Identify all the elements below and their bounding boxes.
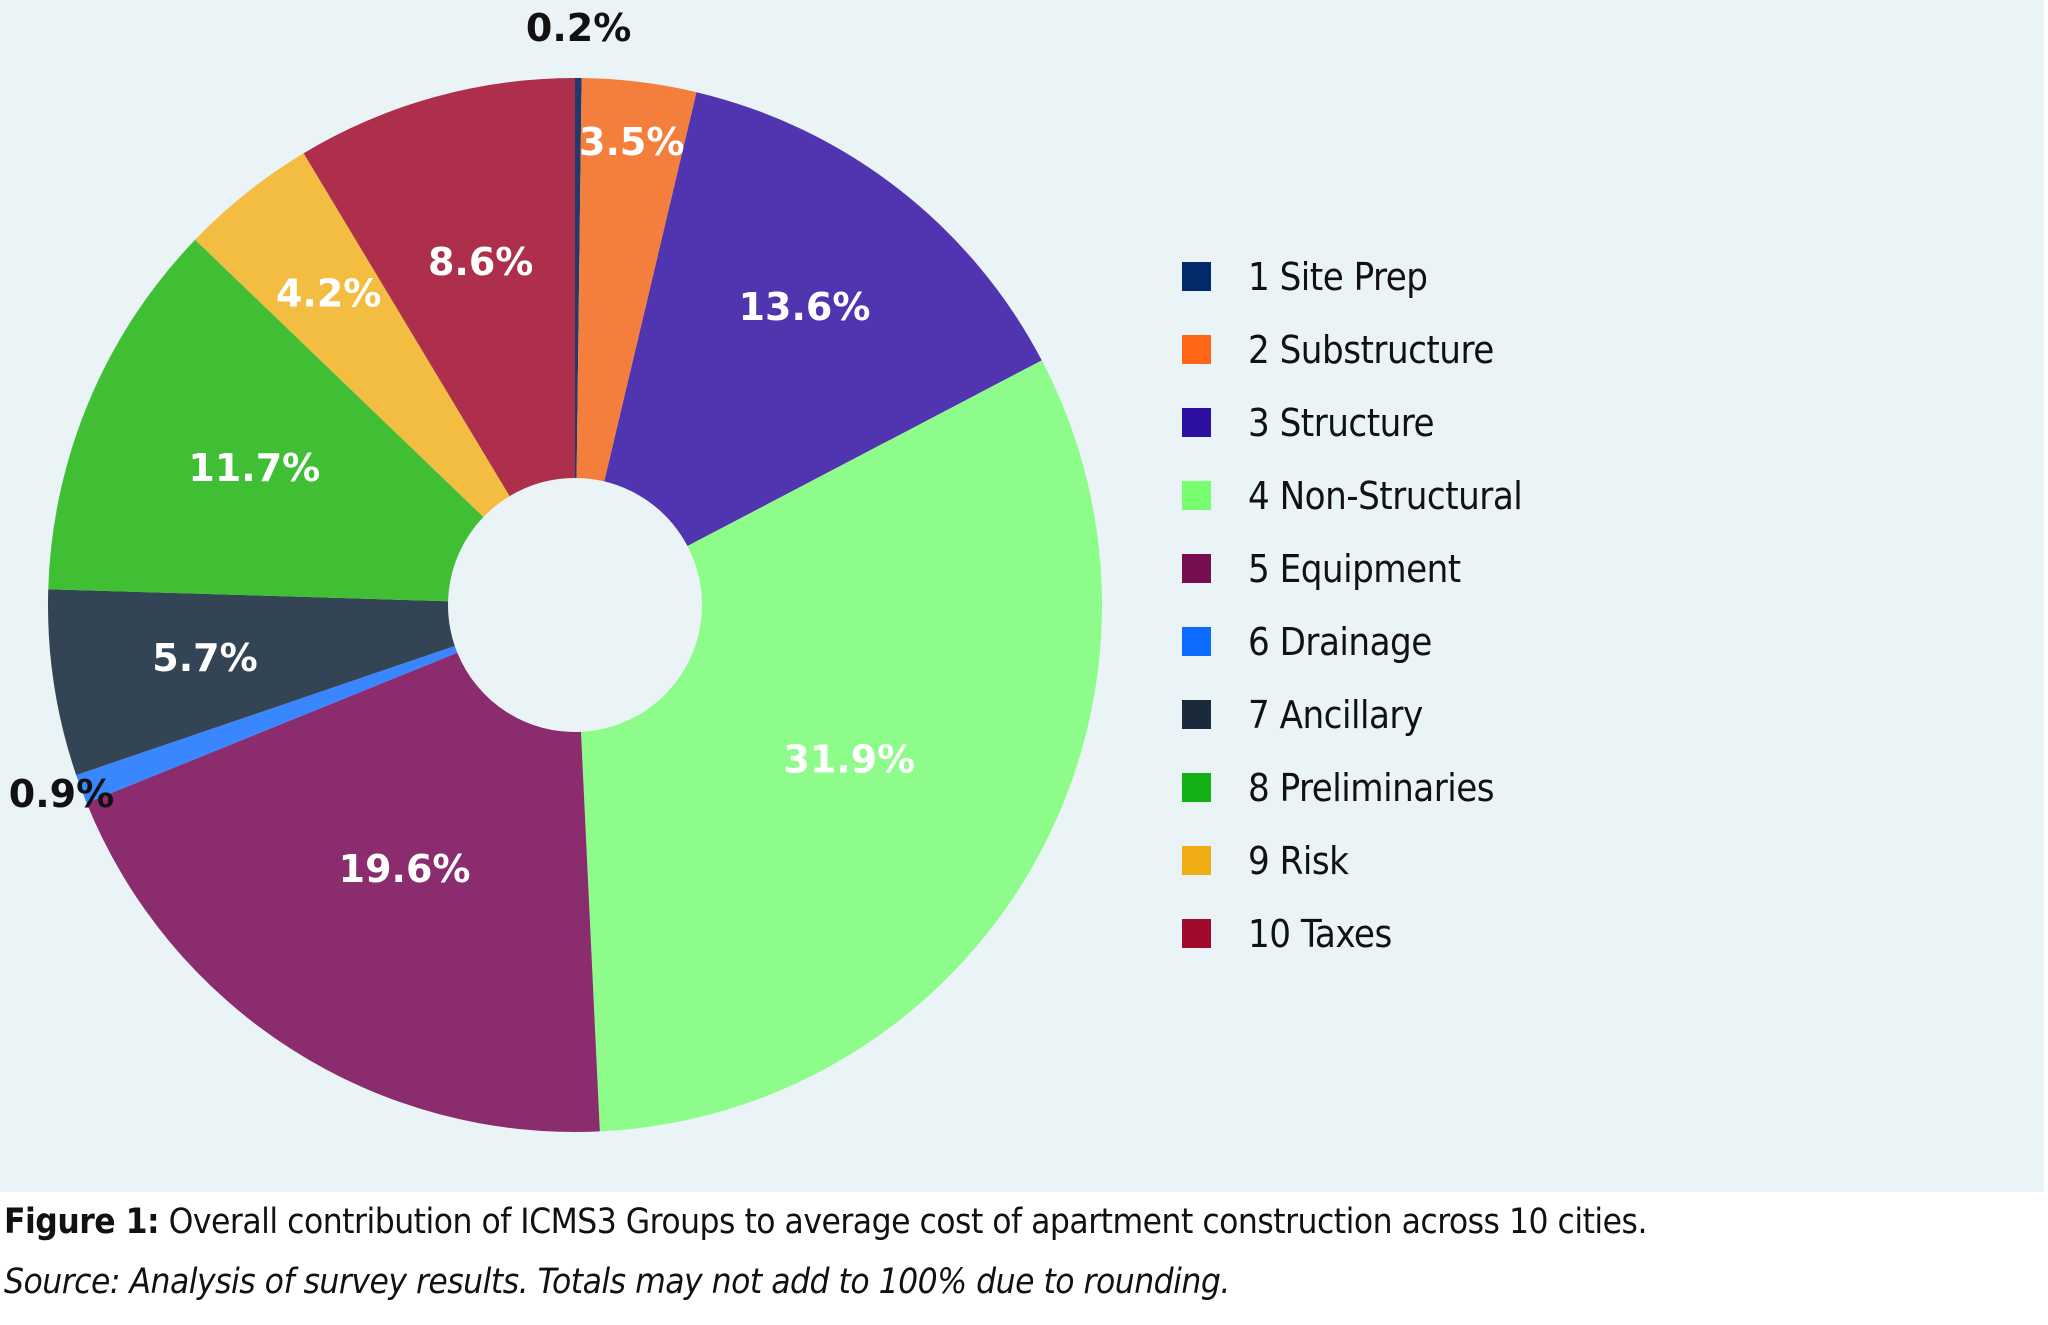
data-label-8: 11.7% <box>188 446 320 490</box>
legend-label: 5 Equipment <box>1248 546 1461 591</box>
legend-label: 3 Structure <box>1248 400 1435 445</box>
data-label-3: 13.6% <box>739 285 871 329</box>
legend-label: 8 Preliminaries <box>1248 765 1495 810</box>
legend-item: 8 Preliminaries <box>1182 751 1522 824</box>
legend-swatch <box>1182 627 1211 656</box>
legend-item: 4 Non-Structural <box>1182 459 1523 532</box>
pie-slice-1 <box>575 78 582 479</box>
legend-swatch <box>1182 773 1211 802</box>
legend-label: 2 Substructure <box>1248 327 1494 372</box>
pie-slice-2 <box>576 78 697 482</box>
legend-swatch <box>1182 554 1211 583</box>
legend: 1 Site Prep 2 Substructure 3 Structure 4 No… <box>1182 240 1523 970</box>
legend-label: 10 Taxes <box>1248 911 1392 956</box>
data-label-5: 19.6% <box>339 847 471 891</box>
pie-slice-10 <box>303 78 575 497</box>
source-note: Source: Analysis of survey results. Tota… <box>4 1262 1230 1302</box>
data-label-2: 3.5% <box>579 120 684 164</box>
pie-slice-5 <box>86 652 600 1132</box>
data-label-1: 0.2% <box>526 6 631 50</box>
legend-swatch <box>1182 846 1211 875</box>
legend-swatch <box>1182 335 1211 364</box>
legend-item: 2 Substructure <box>1182 313 1522 386</box>
pie-slice-9 <box>195 153 510 517</box>
legend-swatch <box>1182 481 1211 510</box>
legend-item: 6 Drainage <box>1182 605 1522 678</box>
legend-label: 7 Ancillary <box>1248 692 1423 737</box>
legend-label: 4 Non-Structural <box>1248 473 1523 518</box>
figure-label: Figure 1: <box>4 1202 160 1242</box>
legend-label: 6 Drainage <box>1248 619 1432 664</box>
pie-slice-4 <box>580 360 1102 1132</box>
data-label-6: 0.9% <box>9 772 114 816</box>
pie-slice-6 <box>76 645 458 804</box>
pie-slice-8 <box>48 239 484 602</box>
legend-swatch <box>1182 700 1211 729</box>
legend-item: 10 Taxes <box>1182 897 1522 970</box>
legend-item: 7 Ancillary <box>1182 678 1522 751</box>
pie-slice-3 <box>604 92 1042 547</box>
data-label-7: 5.7% <box>152 636 257 680</box>
legend-swatch <box>1182 262 1211 291</box>
legend-item: 1 Site Prep <box>1182 240 1522 313</box>
data-label-9: 4.2% <box>276 271 381 315</box>
donut-chart: 0.2% 3.5% 13.6% 31.9% 19.6% 0.9% 5.7% 11.7% 4.2%… <box>9 6 1102 1132</box>
legend-item: 9 Risk <box>1182 824 1522 897</box>
data-label-4: 31.9% <box>783 738 915 782</box>
legend-swatch <box>1182 408 1211 437</box>
legend-item: 5 Equipment <box>1182 532 1522 605</box>
legend-swatch <box>1182 919 1211 948</box>
pie-slice-7 <box>48 589 455 776</box>
legend-item: 3 Structure <box>1182 386 1522 459</box>
caption-text: Overall contribution of ICMS3 Groups to … <box>159 1202 1648 1242</box>
data-label-10: 8.6% <box>428 240 533 284</box>
figure-caption: Figure 1: Overall contribution of ICMS3 … <box>4 1202 1647 1242</box>
legend-label: 1 Site Prep <box>1248 254 1428 299</box>
legend-label: 9 Risk <box>1248 838 1349 883</box>
